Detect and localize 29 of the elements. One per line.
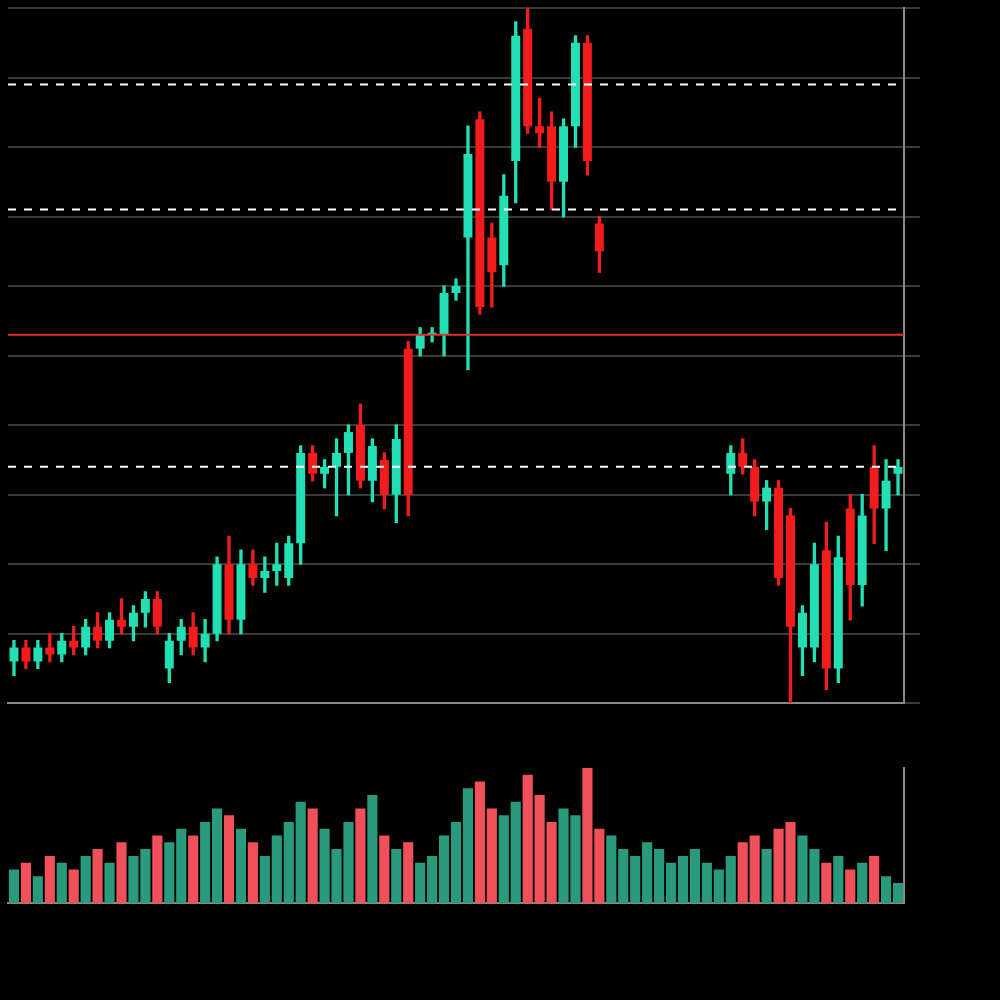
bar	[152, 835, 163, 904]
bar	[869, 855, 880, 904]
bar	[56, 862, 67, 904]
bar	[379, 835, 390, 904]
bar	[188, 835, 199, 904]
bar	[104, 862, 115, 904]
bar	[761, 849, 772, 904]
bar	[403, 842, 414, 904]
bar	[367, 795, 378, 904]
bar	[247, 842, 258, 904]
bar	[44, 855, 55, 904]
bar	[307, 808, 318, 904]
bar	[8, 869, 20, 904]
bar	[391, 849, 402, 904]
bar	[223, 815, 235, 904]
bar	[821, 862, 832, 904]
bar	[235, 828, 247, 904]
bar	[355, 808, 366, 904]
bar	[20, 862, 31, 904]
candlestick	[260, 556, 270, 593]
bar	[116, 842, 127, 904]
bar	[845, 869, 856, 904]
bar	[833, 855, 844, 904]
bar	[68, 869, 79, 904]
candlestick	[893, 459, 903, 496]
bar	[80, 855, 91, 904]
bar	[857, 862, 868, 904]
bar	[92, 849, 103, 904]
bar	[32, 876, 43, 904]
